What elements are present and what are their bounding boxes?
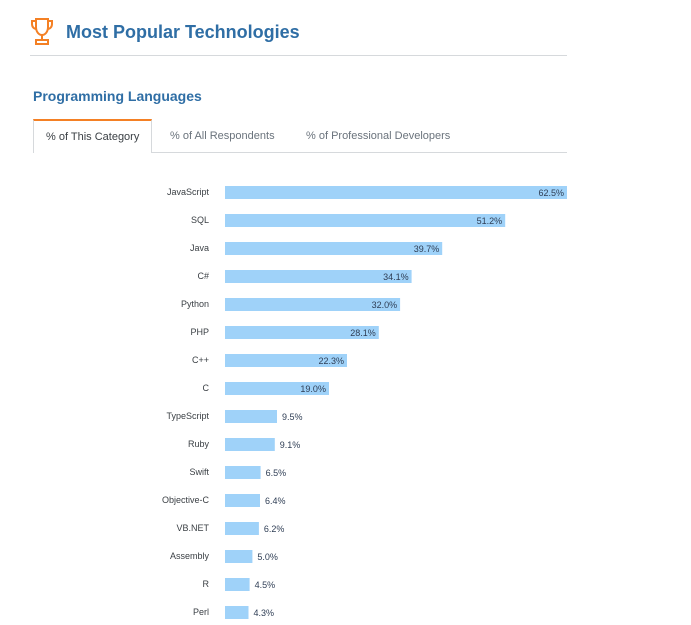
bar xyxy=(225,466,261,479)
page-title: Most Popular Technologies xyxy=(66,22,300,42)
value-label: 22.3% xyxy=(318,356,344,366)
value-label: 51.2% xyxy=(477,216,503,226)
tab-professional-developers[interactable]: % of Professional Developers xyxy=(306,130,451,142)
category-label: TypeScript xyxy=(166,411,209,421)
category-label: R xyxy=(203,579,210,589)
bar xyxy=(225,214,506,227)
value-label: 6.4% xyxy=(265,496,286,506)
bar xyxy=(225,438,275,451)
trophy-icon xyxy=(31,18,53,45)
bar xyxy=(225,522,259,535)
bar xyxy=(225,326,379,339)
value-label: 4.3% xyxy=(254,608,275,618)
bar xyxy=(225,242,443,255)
category-label: Python xyxy=(181,299,209,309)
value-label: 34.1% xyxy=(383,272,409,282)
bar xyxy=(225,410,277,423)
category-label: C++ xyxy=(192,355,209,365)
value-label: 9.5% xyxy=(282,412,303,422)
category-label: Swift xyxy=(189,467,209,477)
bar xyxy=(225,354,347,367)
value-label: 5.0% xyxy=(257,552,278,562)
category-label: Perl xyxy=(193,607,209,617)
bar xyxy=(225,270,412,283)
value-label: 32.0% xyxy=(372,300,398,310)
section-title: Programming Languages xyxy=(33,88,202,104)
value-label: 4.5% xyxy=(255,580,276,590)
bar xyxy=(225,494,260,507)
value-label: 28.1% xyxy=(350,328,376,338)
category-label: JavaScript xyxy=(167,187,210,197)
value-label: 39.7% xyxy=(414,244,440,254)
bar xyxy=(225,550,253,563)
category-label: Assembly xyxy=(170,551,210,561)
category-label: PHP xyxy=(190,327,209,337)
value-label: 9.1% xyxy=(280,440,301,450)
value-label: 62.5% xyxy=(538,188,564,198)
bar xyxy=(225,606,249,619)
bar xyxy=(225,382,329,395)
bar xyxy=(225,186,567,199)
value-label: 6.2% xyxy=(264,524,285,534)
category-label: SQL xyxy=(191,215,209,225)
category-label: Java xyxy=(190,243,209,253)
tab-all-respondents[interactable]: % of All Respondents xyxy=(170,130,275,142)
value-label: 19.0% xyxy=(300,384,326,394)
category-label: C xyxy=(203,383,210,393)
tab-this-category[interactable]: % of This Category xyxy=(33,119,153,153)
category-label: Ruby xyxy=(188,439,210,449)
tab-bar: % of This Category % of All Respondents … xyxy=(33,119,567,153)
bar xyxy=(225,578,250,591)
value-label: 6.5% xyxy=(266,468,287,478)
category-label: VB.NET xyxy=(176,523,209,533)
category-label: C# xyxy=(197,271,209,281)
bar xyxy=(225,298,401,311)
page-header: Most Popular Technologies xyxy=(30,17,567,56)
category-label: Objective-C xyxy=(162,495,210,505)
